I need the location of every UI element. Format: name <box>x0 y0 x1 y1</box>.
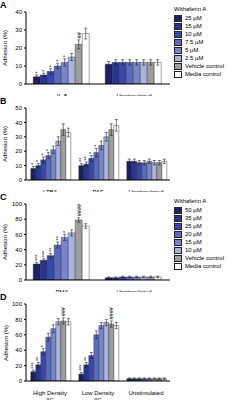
html-text:35 µM: 35 µM <box>185 215 202 221</box>
html-text:Vehicle control: Vehicle control <box>185 63 224 69</box>
svg-text:0: 0 <box>19 378 23 384</box>
svg-text:***: *** <box>30 361 36 368</box>
svg-text:*: * <box>30 162 36 165</box>
svg-text:40: 40 <box>15 247 22 253</box>
svg-text:**: ** <box>83 356 89 361</box>
html-text:7.5 µM: 7.5 µM <box>185 39 204 45</box>
html-text:A: A <box>0 0 7 10</box>
html-text:Withaferin A: Withaferin A <box>174 198 207 204</box>
svg-text:**: ** <box>55 235 61 240</box>
html-text:20 µM: 20 µM <box>185 231 202 237</box>
svg-text:####: #### <box>76 203 82 216</box>
svg-text:**: ** <box>35 356 41 361</box>
html-text:5 µM: 5 µM <box>185 47 199 53</box>
svg-text:PAF: PAF <box>92 189 104 192</box>
svg-text:Low DensityIIC: Low DensityIIC <box>82 390 115 400</box>
svg-text:40: 40 <box>15 9 22 15</box>
html-text:Adhesion (%): Adhesion (%) <box>2 30 8 66</box>
html-text:C: C <box>0 192 7 202</box>
html-text:D: D <box>0 292 7 302</box>
svg-text:20: 20 <box>15 148 22 154</box>
html-text:B: B <box>0 96 7 106</box>
svg-text:*: * <box>34 71 40 74</box>
html-text:Withaferin A: Withaferin A <box>174 6 207 12</box>
svg-text:20: 20 <box>15 363 22 369</box>
svg-text:30: 30 <box>15 134 22 140</box>
svg-text:Unstimulated: Unstimulated <box>128 390 163 396</box>
svg-text:*: * <box>40 152 46 155</box>
svg-text:####: #### <box>108 306 114 319</box>
svg-text:*: * <box>62 230 68 233</box>
svg-text:Unstimulated: Unstimulated <box>116 93 151 96</box>
svg-text:30: 30 <box>15 27 22 33</box>
svg-text:High DensityIIC: High DensityIIC <box>33 390 67 400</box>
html-text:Vehicle control: Vehicle control <box>185 255 224 261</box>
svg-text:###: ### <box>60 306 66 316</box>
svg-text:60: 60 <box>15 332 22 338</box>
svg-text:40: 40 <box>15 347 22 353</box>
html-text:Media control: Media control <box>185 263 221 269</box>
svg-text:**: ** <box>48 247 54 252</box>
svg-text:LTB4: LTB4 <box>43 189 58 192</box>
html-text:50 µM: 50 µM <box>185 207 202 213</box>
svg-text:*: * <box>45 148 51 151</box>
html-text:Adhesion (%): Adhesion (%) <box>2 224 8 260</box>
html-text:10 µM: 10 µM <box>185 247 202 253</box>
svg-text:**: ** <box>83 155 89 160</box>
svg-text:*: * <box>55 59 61 62</box>
svg-text:PMA: PMA <box>55 289 68 292</box>
svg-text:80: 80 <box>15 216 22 222</box>
html-text:Media control: Media control <box>185 71 221 77</box>
svg-text:0: 0 <box>19 277 23 283</box>
svg-text:*: * <box>93 144 99 147</box>
svg-text:50: 50 <box>15 105 22 111</box>
svg-text:***: *** <box>41 250 47 257</box>
html-text:25 µM: 25 µM <box>185 15 202 21</box>
svg-text:80: 80 <box>15 317 22 323</box>
svg-text:100: 100 <box>12 301 23 307</box>
svg-text:*: * <box>48 64 54 67</box>
svg-text:10: 10 <box>15 63 22 69</box>
svg-text:*: * <box>88 151 94 154</box>
svg-text:60: 60 <box>15 232 22 238</box>
svg-text:10: 10 <box>15 163 22 169</box>
html-text:25 µM: 25 µM <box>185 223 202 229</box>
svg-text:Unstimulated: Unstimulated <box>116 289 151 292</box>
svg-text:***: *** <box>34 254 40 261</box>
svg-text:100: 100 <box>12 201 23 207</box>
svg-text:##: ## <box>76 31 82 38</box>
svg-text:*: * <box>35 159 41 162</box>
html-text:15 µM: 15 µM <box>185 23 202 29</box>
svg-text:40: 40 <box>15 120 22 126</box>
html-text:2.5 µM: 2.5 µM <box>185 55 204 61</box>
svg-text:*: * <box>62 54 68 57</box>
svg-text:20: 20 <box>15 45 22 51</box>
svg-text:*: * <box>41 69 47 72</box>
svg-text:*: * <box>40 344 46 347</box>
html-text:10 µM: 10 µM <box>185 31 202 37</box>
svg-text:Unstimulated: Unstimulated <box>128 189 163 192</box>
svg-text:20: 20 <box>15 262 22 268</box>
svg-text:IL-8: IL-8 <box>57 93 68 96</box>
html-text:Adhesion (%): Adhesion (%) <box>2 126 8 162</box>
html-text:15 µM: 15 µM <box>185 239 202 245</box>
svg-text:0: 0 <box>19 81 23 87</box>
html-text:Adhesion (%): Adhesion (%) <box>2 324 8 361</box>
svg-text:0: 0 <box>19 177 23 183</box>
svg-text:***: *** <box>78 364 84 371</box>
